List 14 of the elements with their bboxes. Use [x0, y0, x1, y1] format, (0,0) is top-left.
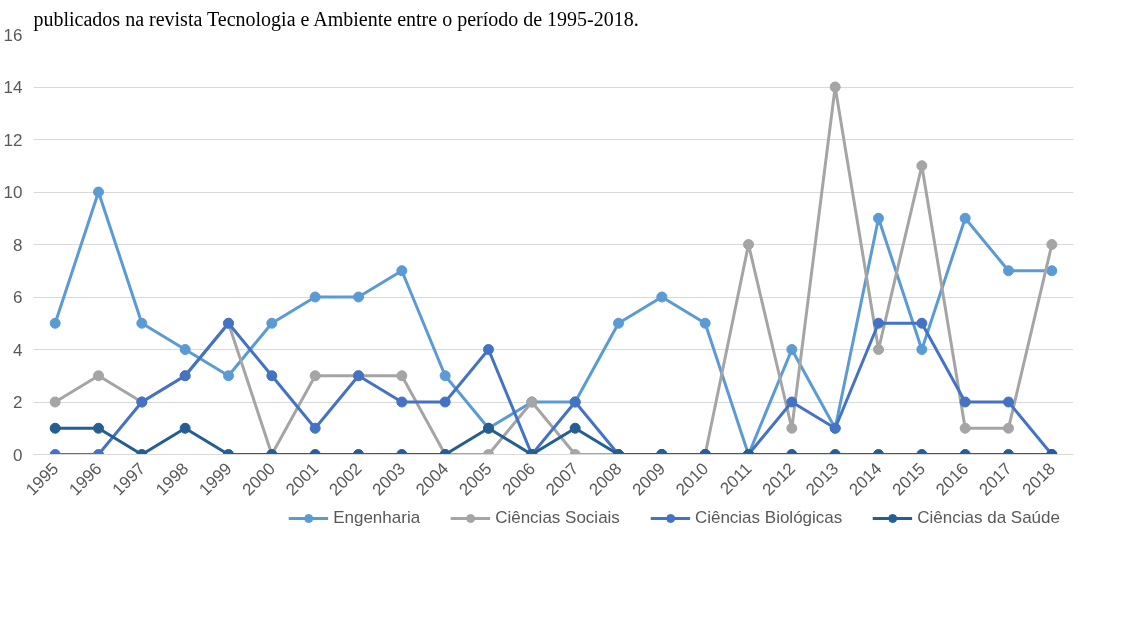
- legend-label: Ciências da Saúde: [917, 508, 1060, 528]
- legend-label: Ciências Sociais: [495, 508, 620, 528]
- chart-title: publicados na revista Tecnologia e Ambiente entre o período de 1995-2018.: [33, 7, 639, 31]
- legend-label: Engenharia: [333, 508, 421, 528]
- y-tick-label: 16: [3, 25, 23, 45]
- y-tick-label: 2: [13, 393, 23, 412]
- y-tick-label: 6: [13, 288, 23, 307]
- legend-label: Ciências Biológicas: [694, 508, 843, 528]
- y-tick-label: 4: [13, 340, 23, 360]
- y-tick-label: 12: [3, 130, 23, 150]
- y-tick-label: 10: [3, 183, 23, 202]
- y-tick-label: 8: [13, 235, 23, 255]
- y-tick-label: 0: [13, 445, 23, 465]
- y-tick-label: 14: [3, 78, 23, 97]
